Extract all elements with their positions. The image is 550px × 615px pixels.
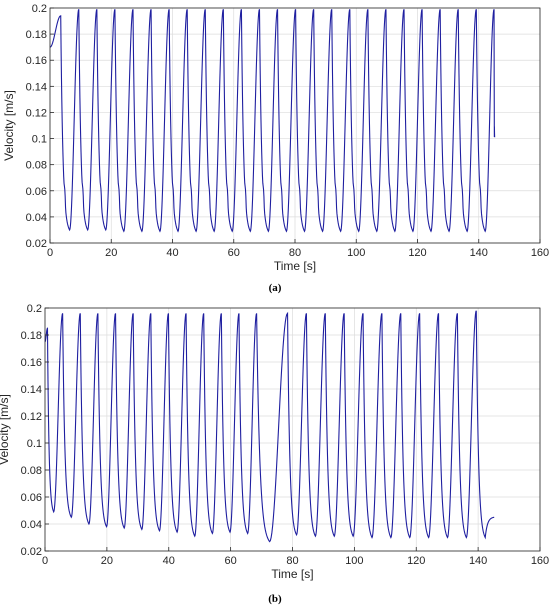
- x-tick-label: 120: [408, 247, 426, 259]
- y-tick-label: 0.08: [26, 160, 47, 172]
- y-tick-label: 0.1: [27, 438, 42, 450]
- x-tick-label: 20: [101, 555, 113, 567]
- y-tick-label: 0.12: [26, 107, 47, 119]
- x-tick-label: 60: [228, 247, 240, 259]
- y-tick-label: 0.04: [21, 519, 42, 531]
- x-tick-label: 100: [347, 247, 365, 259]
- y-tick-label: 0.1: [32, 134, 47, 146]
- x-tick-label: 0: [42, 555, 48, 567]
- y-tick-label: 0.2: [27, 303, 42, 315]
- x-tick-label: 120: [407, 555, 425, 567]
- y-tick-label: 0.04: [26, 212, 47, 224]
- x-axis-label: Time [s]: [274, 259, 316, 273]
- x-tick-label: 140: [470, 247, 488, 259]
- x-tick-label: 20: [105, 247, 117, 259]
- gridlines: [49, 7, 541, 244]
- x-tick-label: 40: [163, 555, 175, 567]
- x-tick-label: 60: [225, 555, 237, 567]
- y-tick-label: 0.16: [21, 357, 42, 369]
- y-tick-label: 0.18: [26, 29, 47, 41]
- chart-a: 0 20 40 60 80 100 120 140 160 0.02 0.04 0.06 0.08 0.1…: [2, 3, 549, 273]
- y-tick-label: 0.06: [26, 186, 47, 198]
- x-tick-label: 40: [166, 247, 178, 259]
- y-tick-label: 0.06: [21, 492, 42, 504]
- chart-b: 0 20 40 60 80 100 120 140 160 0.02 0.04 0.06 0.08 0.1…: [0, 303, 549, 581]
- y-axis-label: Velocity [m/s]: [2, 90, 16, 161]
- panel-label-b: (b): [268, 593, 282, 605]
- y-tick-label: 0.02: [21, 546, 42, 558]
- panel-label-a: (a): [268, 282, 282, 294]
- chart-panel-a: 0 20 40 60 80 100 120 140 160 0.02 0.04 0.06 0.08 0.1…: [0, 0, 550, 296]
- y-tick-label: 0.14: [26, 81, 47, 93]
- x-tick-label: 100: [345, 555, 363, 567]
- x-tick-label: 80: [289, 247, 301, 259]
- velocity-series-line: [44, 310, 495, 543]
- y-tick-label: 0.14: [21, 384, 42, 396]
- y-tick-label: 0.08: [21, 465, 42, 477]
- y-axis-label: Velocity [m/s]: [0, 394, 11, 465]
- y-tick-label: 0.02: [26, 238, 47, 250]
- x-tick-label: 160: [531, 247, 549, 259]
- x-axis-label: Time [s]: [271, 567, 313, 581]
- y-tick-label: 0.16: [26, 55, 47, 67]
- x-tick-label: 0: [47, 247, 53, 259]
- chart-panel-b: 0 20 40 60 80 100 120 140 160 0.02 0.04 0.06 0.08 0.1…: [0, 300, 550, 610]
- x-tick-label: 140: [469, 555, 487, 567]
- y-tick-label: 0.12: [21, 411, 42, 423]
- x-tick-label: 80: [286, 555, 298, 567]
- x-tick-label: 160: [531, 555, 549, 567]
- y-tick-label: 0.18: [21, 330, 42, 342]
- velocity-series-line: [49, 9, 496, 233]
- y-tick-label: 0.2: [32, 3, 47, 15]
